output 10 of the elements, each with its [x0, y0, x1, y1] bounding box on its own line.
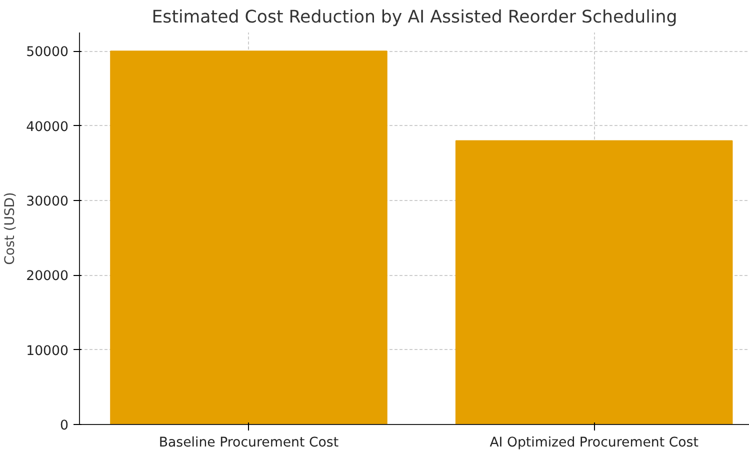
- y-axis-title: Cost (USD): [3, 192, 18, 265]
- y-tick-label: 0: [60, 418, 69, 434]
- y-tick-label: 10000: [26, 344, 69, 359]
- x-tick-label: Baseline Procurement Cost: [158, 436, 339, 450]
- y-tick-label: 20000: [26, 269, 69, 284]
- y-tick-label: 30000: [26, 194, 69, 210]
- y-tick-label: 40000: [26, 120, 69, 135]
- x-tick-label: AI Optimized Procurement Cost: [490, 436, 698, 450]
- y-tick-label: 50000: [26, 45, 69, 60]
- chart-title: Estimated Cost Reduction by AI Assisted Reorder Scheduling: [152, 8, 678, 28]
